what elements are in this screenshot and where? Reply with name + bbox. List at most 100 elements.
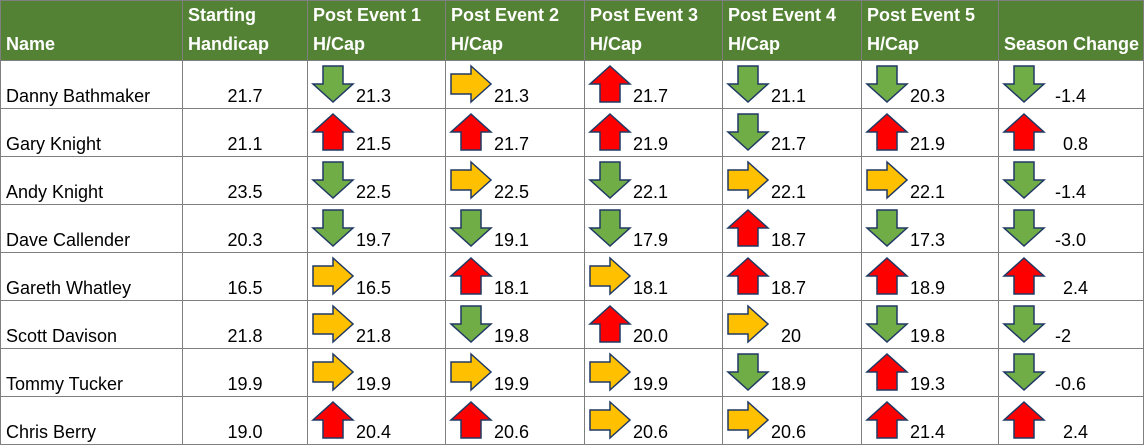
event-1-handicap: 21.5 [307,108,446,157]
event-5-handicap: 21.4 [861,396,999,445]
header-season-change: Season Change [998,0,1144,61]
event-5-handicap: 20.3 [861,60,999,109]
season-change-value: -0.6 [1055,374,1087,394]
player-name: Dave Callender [0,204,183,253]
handicap-value: 20.6 [633,422,669,442]
arrow-up-icon [311,112,355,151]
event-4-handicap: 22.1 [722,156,862,205]
event-4-handicap: 20 [722,300,862,349]
event-2-handicap: 19.1 [445,204,585,253]
handicap-value: 19.9 [494,374,530,394]
event-5-handicap: 19.3 [861,348,999,397]
season-change: -0.6 [998,348,1144,397]
event-3-handicap: 22.1 [584,156,723,205]
event-4-handicap: 21.1 [722,60,862,109]
handicap-value: 19.1 [494,230,530,250]
arrow-down-icon [588,161,632,200]
event-4-handicap: 18.7 [722,252,862,301]
starting-handicap: 19.9 [182,348,308,397]
arrow-up-icon [1002,256,1046,295]
arrow-up-icon [588,64,632,103]
handicap-value: 21.7 [633,86,669,106]
starting-handicap: 16.5 [182,252,308,301]
event-2-handicap: 19.9 [445,348,585,397]
arrow-down-icon [311,209,355,248]
arrow-up-icon [726,208,770,247]
arrow-down-icon [865,209,909,248]
handicap-value: 21.8 [356,326,392,346]
handicap-value: 19.9 [356,374,392,394]
player-name: Gareth Whatley [0,252,183,301]
handicap-value: 21.7 [494,134,530,154]
season-change: 0.8 [998,108,1144,157]
handicap-value: 21.9 [633,134,669,154]
header-name: Name [0,0,183,61]
event-1-handicap: 22.5 [307,156,446,205]
event-5-handicap: 17.3 [861,204,999,253]
arrow-right-icon [312,256,355,296]
handicap-value: 17.3 [910,230,946,250]
header-event-3: Post Event 3 H/Cap [584,0,723,61]
arrow-up-icon [865,352,909,391]
handicap-value: 20.0 [633,326,669,346]
event-1-handicap: 19.7 [307,204,446,253]
player-name: Scott Davison [0,300,183,349]
handicap-value: 21.9 [910,134,946,154]
handicap-value: 20.4 [356,422,392,442]
arrow-up-icon [1002,400,1046,439]
starting-handicap: 20.3 [182,204,308,253]
event-2-handicap: 22.5 [445,156,585,205]
handicap-value: 18.7 [771,278,807,298]
table-row: Tommy Tucker 19.9 19.9 19.9 19.9 18.9 19.3 -0.6 [0,348,1144,397]
arrow-right-icon [866,160,909,200]
starting-handicap: 21.7 [182,60,308,109]
handicap-value: 18.9 [771,374,807,394]
season-change-value: -1.4 [1055,182,1087,202]
arrow-up-icon [1002,112,1046,151]
player-name: Danny Bathmaker [0,60,183,109]
table-row: Gary Knight 21.1 21.5 21.7 21.9 21.7 21.9 0.8 [0,108,1144,157]
season-change-value: 2.4 [1063,278,1089,298]
handicap-value: 19.8 [910,326,946,346]
arrow-right-icon [450,352,493,392]
handicap-value: 21.1 [771,86,807,106]
arrow-down-icon [1002,65,1046,104]
event-3-handicap: 21.7 [584,60,723,109]
arrow-up-icon [311,400,355,439]
handicap-value: 19.9 [633,374,669,394]
handicap-value: 22.5 [494,182,530,202]
handicap-value: 19.7 [356,230,392,250]
event-4-handicap: 21.7 [722,108,862,157]
arrow-right-icon [727,160,770,200]
player-name: Gary Knight [0,108,183,157]
arrow-down-icon [1002,353,1046,392]
arrow-up-icon [449,400,493,439]
event-2-handicap: 18.1 [445,252,585,301]
handicap-value: 19.8 [494,326,530,346]
handicap-value: 21.3 [494,86,530,106]
season-change-value: 0.8 [1063,134,1089,154]
handicap-value: 21.3 [356,86,392,106]
arrow-right-icon [589,352,632,392]
event-5-handicap: 22.1 [861,156,999,205]
arrow-up-icon [865,400,909,439]
arrow-up-icon [588,112,632,151]
event-4-handicap: 18.9 [722,348,862,397]
arrow-right-icon [727,400,770,440]
arrow-down-icon [1002,305,1046,344]
season-change: 2.4 [998,396,1144,445]
table-row: Scott Davison 21.8 21.8 19.8 20.0 20 19.8 -2 [0,300,1144,349]
arrow-right-icon [727,304,770,344]
table-row: Chris Berry 19.0 20.4 20.6 20.6 20.6 21.4 2.4 [0,396,1144,445]
event-3-handicap: 20.6 [584,396,723,445]
handicap-value: 20.6 [771,422,807,442]
event-2-handicap: 19.8 [445,300,585,349]
player-name: Chris Berry [0,396,183,445]
event-1-handicap: 21.3 [307,60,446,109]
event-2-handicap: 21.3 [445,60,585,109]
arrow-down-icon [1002,209,1046,248]
event-3-handicap: 20.0 [584,300,723,349]
handicap-value: 19.3 [910,374,946,394]
event-1-handicap: 20.4 [307,396,446,445]
